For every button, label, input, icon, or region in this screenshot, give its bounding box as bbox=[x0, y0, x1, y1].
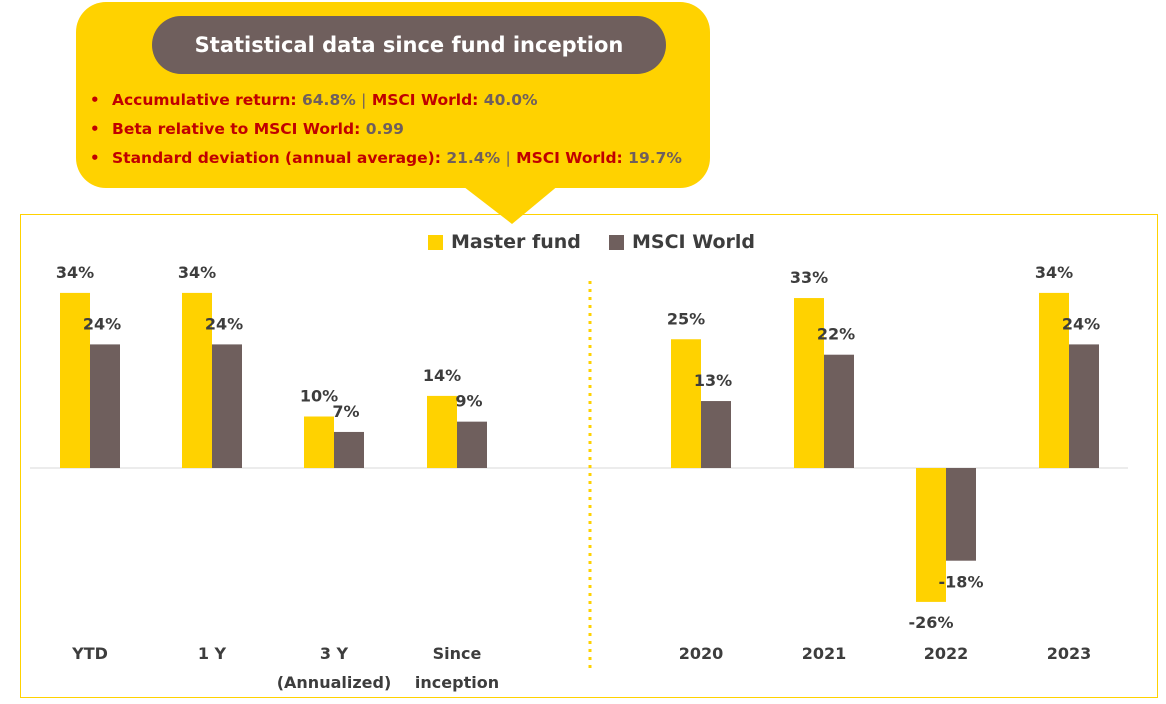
legend-label-master: Master fund bbox=[451, 231, 581, 253]
data-label-msci: 13% bbox=[694, 371, 732, 390]
data-label-msci: 7% bbox=[332, 402, 359, 421]
bar-msci bbox=[90, 344, 120, 468]
data-label-master: 25% bbox=[667, 309, 705, 328]
category-label: 2020 bbox=[679, 644, 724, 663]
bar-msci bbox=[334, 431, 364, 468]
category-label: 2021 bbox=[802, 644, 847, 663]
bar-msci bbox=[824, 354, 854, 468]
bar-msci bbox=[212, 344, 242, 468]
data-label-msci: 24% bbox=[83, 314, 121, 333]
chart-frame bbox=[20, 214, 1158, 698]
data-label-master: -26% bbox=[909, 613, 954, 632]
data-label-msci: 9% bbox=[455, 392, 482, 411]
data-label-master: 34% bbox=[178, 263, 216, 282]
bar-msci bbox=[1069, 344, 1099, 468]
bar-master bbox=[427, 395, 457, 468]
stat-standard-deviation: • Standard deviation (annual average): 2… bbox=[88, 146, 682, 175]
data-label-master: 34% bbox=[1035, 263, 1073, 282]
bar-master bbox=[1039, 292, 1069, 468]
bullet-icon: • bbox=[90, 120, 100, 138]
category-label: (Annualized) bbox=[277, 673, 392, 692]
bar-master bbox=[671, 339, 701, 468]
data-label-master: 34% bbox=[56, 263, 94, 282]
legend-swatch-master bbox=[428, 234, 443, 250]
category-label: inception bbox=[415, 673, 499, 692]
category-label: 3 Y bbox=[320, 644, 349, 663]
stat-beta: • Beta relative to MSCI World: 0.99 bbox=[88, 117, 682, 146]
data-label-msci: -18% bbox=[939, 573, 984, 592]
legend-swatch-msci bbox=[609, 234, 624, 250]
bar-master bbox=[304, 416, 334, 468]
callout-title: Statistical data since fund inception bbox=[152, 16, 666, 74]
category-label: 2022 bbox=[924, 644, 969, 663]
category-label: 1 Y bbox=[198, 644, 227, 663]
bar-msci bbox=[701, 401, 731, 468]
legend-label-msci: MSCI World bbox=[632, 231, 756, 253]
data-label-master: 10% bbox=[300, 387, 338, 406]
bar-master bbox=[916, 468, 946, 602]
bullet-icon: • bbox=[90, 91, 100, 109]
bar-msci bbox=[457, 421, 487, 468]
legend-item-master: Master fund bbox=[428, 228, 581, 256]
data-label-master: 14% bbox=[423, 366, 461, 385]
category-label: Since bbox=[433, 644, 482, 663]
bullet-icon: • bbox=[90, 149, 100, 167]
bar-master bbox=[60, 292, 90, 468]
bar-msci bbox=[946, 468, 976, 561]
bar-master bbox=[794, 298, 824, 468]
stats-list: • Accumulative return: 64.8% | MSCI Worl… bbox=[88, 88, 682, 175]
category-label: YTD bbox=[71, 644, 108, 663]
bar-master bbox=[182, 292, 212, 468]
stat-accumulative-return: • Accumulative return: 64.8% | MSCI Worl… bbox=[88, 88, 682, 117]
legend-item-msci: MSCI World bbox=[609, 228, 755, 256]
data-label-msci: 22% bbox=[817, 325, 855, 344]
data-label-master: 33% bbox=[790, 268, 828, 287]
category-label: 2023 bbox=[1047, 644, 1092, 663]
data-label-msci: 24% bbox=[205, 314, 243, 333]
data-label-msci: 24% bbox=[1062, 314, 1100, 333]
